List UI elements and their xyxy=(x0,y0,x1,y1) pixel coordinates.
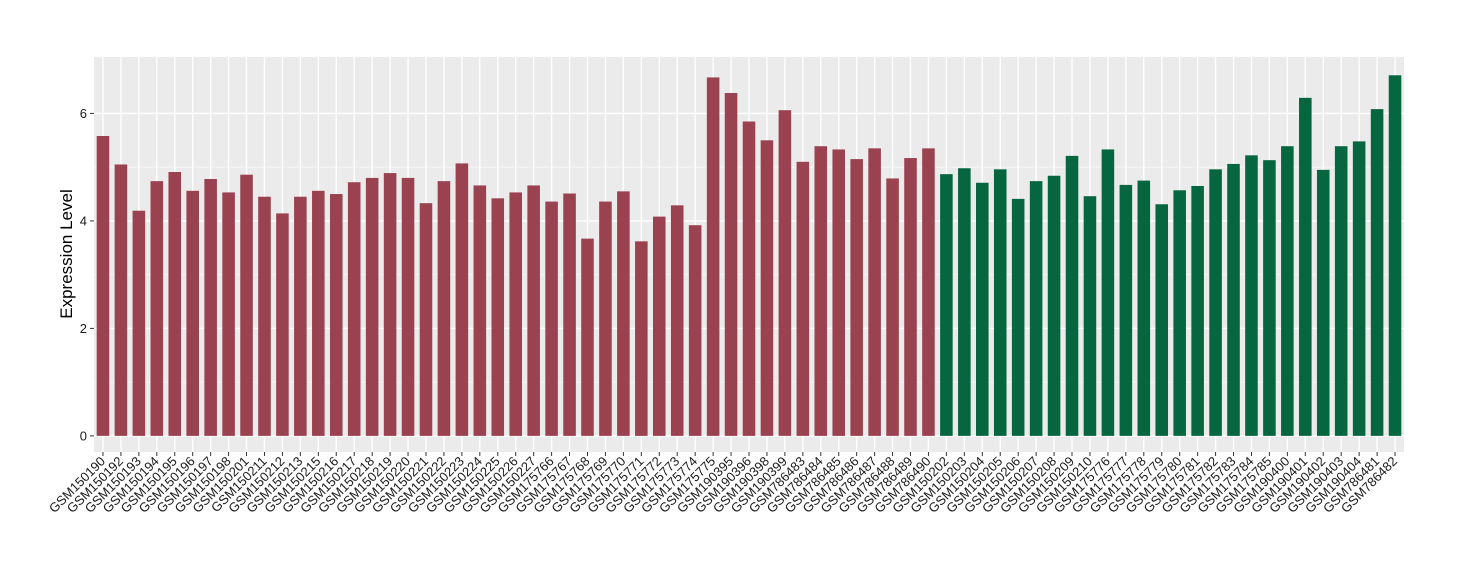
bar-gsm150227 xyxy=(527,185,540,436)
y-tick-label: 4 xyxy=(80,213,87,228)
bar-gsm150212 xyxy=(276,213,289,436)
bar-gsm150205 xyxy=(993,169,1007,436)
bar-gsm150197 xyxy=(204,178,217,436)
bar-gsm190395 xyxy=(724,93,738,436)
bar-gsm175772 xyxy=(652,216,666,436)
bar-gsm786487 xyxy=(868,148,881,436)
x-axis: GSM150190GSM150192GSM150193GSM150194GSM1… xyxy=(46,452,1400,516)
y-tick-label: 2 xyxy=(80,321,87,336)
bar-gsm175766 xyxy=(545,201,558,436)
bar-gsm150219 xyxy=(383,173,397,436)
bar-gsm190400 xyxy=(1281,146,1294,436)
bar-gsm190399 xyxy=(778,110,792,436)
bar-gsm786488 xyxy=(886,178,899,436)
bar-gsm786485 xyxy=(832,149,846,436)
bar-gsm150209 xyxy=(1065,155,1079,436)
bar-gsm150206 xyxy=(1011,198,1025,436)
bar-gsm175773 xyxy=(670,205,684,436)
bar-gsm150208 xyxy=(1047,175,1061,436)
bar-gsm190404 xyxy=(1352,141,1366,436)
bar-gsm150223 xyxy=(455,163,469,436)
bar-gsm190398 xyxy=(760,140,774,436)
bar-gsm150193 xyxy=(132,210,146,436)
bar-gsm175778 xyxy=(1137,180,1151,436)
bar-gsm175785 xyxy=(1263,160,1276,436)
bar-gsm150196 xyxy=(186,190,199,436)
bar-gsm175770 xyxy=(617,191,630,436)
bar-gsm175769 xyxy=(599,201,612,436)
bar-gsm786490 xyxy=(922,148,935,436)
bar-gsm150210 xyxy=(1083,196,1097,436)
y-axis: 0 2 4 6 xyxy=(80,106,94,443)
bar-gsm150224 xyxy=(473,185,487,436)
bar-gsm175783 xyxy=(1227,163,1240,436)
bar-gsm175767 xyxy=(563,193,576,436)
bars xyxy=(96,75,1402,436)
y-axis-title: Expression Level xyxy=(57,189,76,318)
bar-gsm190396 xyxy=(742,121,756,436)
bar-gsm150192 xyxy=(114,164,128,436)
bar-gsm150190 xyxy=(96,136,110,436)
bar-gsm175777 xyxy=(1119,184,1133,436)
bar-gsm190401 xyxy=(1299,97,1312,436)
bar-gsm150203 xyxy=(958,168,971,436)
bar-gsm150213 xyxy=(294,196,307,436)
bar-gsm786489 xyxy=(904,158,917,436)
bar-gsm175779 xyxy=(1155,204,1169,436)
bar-gsm175774 xyxy=(688,225,702,436)
bar-gsm175781 xyxy=(1191,185,1204,436)
bar-gsm150220 xyxy=(401,177,415,436)
bar-gsm150204 xyxy=(976,182,989,436)
bar-gsm150216 xyxy=(329,194,343,436)
bar-gsm150207 xyxy=(1029,181,1043,436)
bar-gsm150201 xyxy=(240,174,253,436)
bar-gsm150195 xyxy=(168,172,182,436)
bar-gsm150221 xyxy=(419,203,433,436)
bar-gsm786484 xyxy=(814,146,828,436)
bar-gsm175768 xyxy=(581,238,594,436)
bar-gsm150222 xyxy=(437,181,451,436)
bar-gsm175771 xyxy=(635,241,648,436)
bar-gsm175776 xyxy=(1101,149,1115,436)
bar-gsm175782 xyxy=(1209,169,1222,436)
bar-gsm175780 xyxy=(1173,190,1186,436)
bar-gsm150194 xyxy=(150,181,164,436)
bar-gsm150215 xyxy=(312,190,325,436)
bar-gsm786486 xyxy=(850,159,863,436)
bar-gsm150211 xyxy=(258,196,271,436)
bar-gsm786482 xyxy=(1388,75,1402,436)
bar-gsm150198 xyxy=(222,192,235,436)
bar-gsm190402 xyxy=(1316,169,1330,436)
bar-gsm150217 xyxy=(347,182,361,436)
bar-gsm150218 xyxy=(365,177,379,436)
bar-gsm786483 xyxy=(796,161,810,436)
y-tick-label: 6 xyxy=(80,106,87,121)
y-tick-label: 0 xyxy=(80,428,87,443)
bar-gsm150202 xyxy=(940,174,953,436)
bar-gsm175784 xyxy=(1245,155,1258,436)
bar-gsm786481 xyxy=(1370,109,1384,436)
bar-gsm175775 xyxy=(706,77,720,436)
bar-gsm190403 xyxy=(1334,146,1348,436)
bar-gsm150225 xyxy=(491,198,505,436)
bar-gsm150226 xyxy=(509,192,522,436)
